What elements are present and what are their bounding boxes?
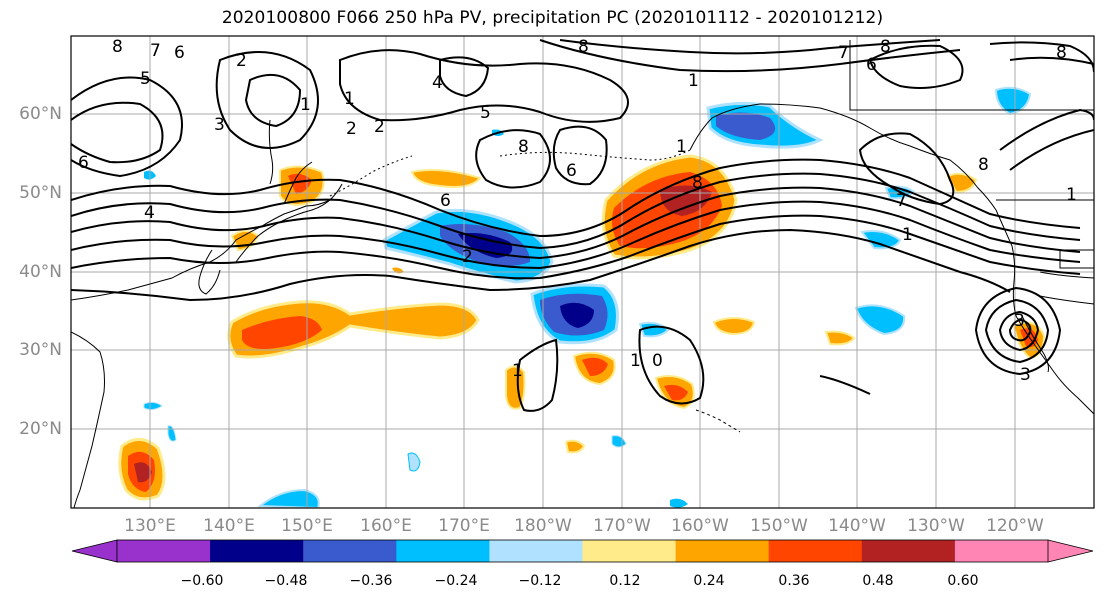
contour-label: 3 [1020,365,1031,385]
contour-label: 8 [578,37,589,57]
contour-label: 7 [896,191,907,211]
lat-label-20n: 20°N [19,419,62,439]
lon-label: 160°W [671,516,729,536]
lat-label-50n: 50°N [19,183,62,203]
precip-positive-peak [134,462,152,483]
lon-label: 150°E [281,516,333,536]
coastlines [71,40,1094,508]
colorbar-tick-label: −0.12 [518,573,562,589]
contour-label: 0 [652,351,663,371]
contour-label: 8 [518,137,529,157]
contour-label: 2 [236,51,247,71]
contour-label: 5 [480,103,491,123]
contour-label: 1 [300,95,311,115]
contour-label: 6 [174,43,185,63]
colorbar-tick-label: −0.48 [264,573,308,589]
lon-label: 140°W [828,516,886,536]
colorbar-segment [210,540,304,562]
contour-label: 1 [902,225,913,245]
contour-label: 2 [374,117,385,137]
colorbar-segment [489,540,583,562]
contour-label: 3 [1014,311,1025,331]
cutoff-low-contour [984,298,1050,364]
contour-label: 7 [150,41,161,61]
contour-label: 1 [1066,185,1077,205]
colorbar-extension-low [71,539,118,563]
north-america-coastline [995,209,1094,415]
contour-label: 8 [112,37,123,57]
pv-contour-labels: 8 7 6 5 6 4 2 1 3 1 2 2 4 5 8 6 8 7 6 8 … [78,37,1077,385]
colorbar-segment [582,540,677,562]
contour-label: 8 [1056,43,1067,63]
contour-label: 8 [978,155,989,175]
pv-contours [71,39,1094,412]
colorbar-extension-high [1047,539,1094,563]
contour-label: 6 [566,161,577,181]
china-coastline [71,331,105,508]
contour-label: 8 [692,173,703,193]
colorbar-segment [117,540,211,562]
lon-label: 170°E [438,516,490,536]
colorbar-tick-label: 0.48 [862,573,894,589]
alaska-coastline [689,103,997,211]
page-title: 2020100800 F066 250 hPa PV, precipitatio… [221,8,884,28]
precip-positive-core [242,316,322,349]
contour-label: 2 [346,119,357,139]
contour-label: 1 [688,71,699,91]
colorbar-segment [303,540,397,562]
contour-label: 1 [630,351,641,371]
colorbar-tick-label: 0.24 [693,573,725,589]
lon-label: 180°W [514,516,572,536]
colorbar-segment [396,540,490,562]
baja-california [1021,315,1049,373]
colorbar [71,539,1094,563]
lat-label-40n: 40°N [19,262,62,282]
precip-negative-core [716,112,776,140]
map-area: 8 7 6 5 6 4 2 1 3 1 2 2 4 5 8 6 8 7 6 8 … [71,36,1094,508]
colorbar-tick-label: −0.24 [434,573,478,589]
lat-label-60n: 60°N [19,104,62,124]
lat-label-30n: 30°N [19,340,62,360]
contour-label: 4 [432,73,443,93]
asia-coastline [71,183,343,301]
colorbar-tick-label: 0.36 [778,573,810,589]
map-frame [70,35,1095,509]
contour-label: 8 [880,37,891,57]
lon-label: 120°W [986,516,1044,536]
precip-negative-peak [458,233,513,258]
hawaii-islands [695,409,741,433]
contour-label: 4 [144,203,155,223]
sakhalin-coastline [268,119,274,185]
colorbar-tick-label: −0.36 [349,573,393,589]
lon-label: 140°E [203,516,255,536]
colorbar-segment [768,540,863,562]
contour-label: 2 [462,247,473,267]
precip-negative-peak [560,302,594,328]
lon-label: 130°E [124,516,176,536]
lon-label: 160°E [360,516,412,536]
lon-label: 150°W [750,516,808,536]
colorbar-segment [954,540,1049,562]
contour-label: 7 [838,43,849,63]
colorbar-segment [861,540,956,562]
contour-label: 6 [440,191,451,211]
colorbar-segment [675,540,770,562]
contour-label: 1 [512,361,523,381]
colorbar-tick-label: 0.12 [609,573,641,589]
colorbar-tick-label: −0.60 [180,573,224,589]
colorbar-tick-label: 0.60 [947,573,979,589]
lon-label: 170°W [593,516,651,536]
contour-label: 3 [214,115,225,135]
contour-label: 1 [344,89,355,109]
colorbar-frame [116,539,1049,563]
contour-label: 6 [78,153,89,173]
contour-label: 6 [866,55,877,75]
lon-label: 130°W [907,516,965,536]
contour-label: 5 [140,69,151,89]
contour-label: 1 [676,137,687,157]
